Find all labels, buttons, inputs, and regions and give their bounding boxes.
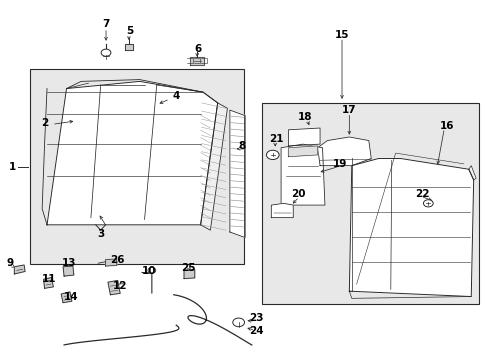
Polygon shape [200, 103, 227, 230]
Text: 19: 19 [332, 159, 346, 169]
Text: 16: 16 [439, 121, 453, 131]
Polygon shape [183, 270, 194, 279]
Text: 23: 23 [249, 313, 264, 323]
Text: 20: 20 [290, 189, 305, 199]
Text: 6: 6 [194, 44, 202, 54]
Text: 25: 25 [181, 263, 195, 273]
Bar [30, 69, 244, 264]
Text: 2: 2 [41, 118, 48, 128]
Text: 9: 9 [7, 258, 14, 268]
Polygon shape [47, 81, 217, 225]
Text: 11: 11 [42, 274, 57, 284]
Polygon shape [468, 166, 475, 180]
Text: 17: 17 [341, 105, 356, 115]
Bar [261, 103, 478, 304]
Text: 21: 21 [268, 134, 283, 144]
Text: 15: 15 [334, 30, 348, 40]
Polygon shape [229, 110, 244, 237]
Text: 12: 12 [113, 281, 127, 291]
Polygon shape [348, 158, 473, 297]
Polygon shape [105, 259, 117, 266]
Circle shape [423, 200, 432, 207]
Text: 4: 4 [172, 91, 180, 101]
Text: 7: 7 [102, 19, 109, 29]
Circle shape [148, 267, 156, 273]
Text: 8: 8 [238, 141, 245, 151]
Polygon shape [43, 278, 53, 288]
Text: 5: 5 [126, 26, 133, 36]
Text: 26: 26 [110, 255, 125, 265]
Polygon shape [271, 203, 293, 218]
Polygon shape [317, 137, 370, 166]
Text: 24: 24 [249, 326, 264, 336]
Polygon shape [63, 266, 74, 276]
Text: 10: 10 [142, 266, 156, 276]
Text: 14: 14 [64, 292, 79, 302]
Circle shape [232, 318, 244, 327]
Text: 22: 22 [414, 189, 429, 199]
Polygon shape [190, 57, 203, 64]
Polygon shape [14, 265, 25, 274]
Polygon shape [108, 280, 120, 295]
Circle shape [266, 150, 279, 159]
Polygon shape [288, 146, 317, 157]
Text: 13: 13 [61, 258, 76, 268]
Text: 3: 3 [97, 229, 104, 239]
Polygon shape [281, 144, 325, 205]
Polygon shape [61, 292, 72, 303]
Text: 18: 18 [298, 112, 312, 122]
Polygon shape [288, 128, 320, 146]
Text: 1: 1 [9, 162, 17, 172]
Polygon shape [124, 44, 133, 50]
Circle shape [101, 49, 111, 56]
